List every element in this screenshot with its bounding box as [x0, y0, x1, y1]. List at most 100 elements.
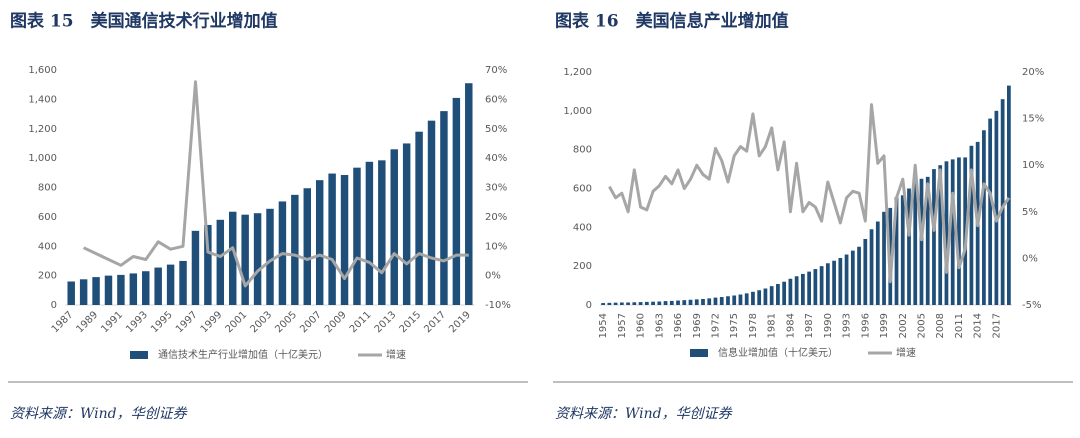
y2-tick-label: 50%: [485, 124, 507, 135]
bar: [682, 300, 687, 305]
growth-line: [82, 80, 469, 288]
bar: [216, 219, 225, 305]
y2-tick-label: 5%: [1022, 207, 1038, 218]
bar: [142, 271, 150, 305]
bar: [957, 157, 961, 305]
bar: [900, 195, 905, 305]
x-tick-label: 1997: [174, 309, 200, 335]
y-tick-label: 600: [38, 212, 57, 223]
x-tick-label: 1963: [654, 313, 665, 338]
bar: [913, 182, 918, 305]
bar: [751, 291, 755, 305]
legend-label: 增速: [896, 346, 916, 359]
x-tick-label: 2002: [898, 313, 909, 338]
bar: [794, 276, 799, 305]
x-tick-label: 1966: [673, 313, 684, 338]
bar: [67, 281, 75, 305]
bar: [166, 264, 175, 305]
legend-swatch: [130, 351, 148, 359]
y2-tick-label: 70%: [485, 65, 507, 76]
bar: [869, 229, 874, 305]
bar: [613, 302, 618, 305]
legend-label: 增速: [386, 348, 406, 361]
bar: [732, 295, 737, 305]
x-tick-label: 2014: [973, 313, 984, 338]
bar: [266, 208, 274, 305]
x-tick-label: 1975: [729, 313, 740, 338]
bar: [303, 188, 311, 305]
x-tick-label: 2003: [248, 309, 274, 335]
bar: [938, 165, 943, 305]
x-tick-label: 2019: [447, 309, 473, 335]
bar: [688, 299, 693, 305]
bar: [819, 266, 824, 305]
bar: [832, 260, 836, 305]
bar: [875, 221, 880, 305]
bar: [1000, 99, 1005, 305]
y-tick-label: 1,200: [563, 67, 592, 78]
y2-tick-label: 10%: [485, 241, 507, 252]
bar: [694, 299, 699, 305]
bar: [378, 160, 386, 305]
bar: [651, 301, 655, 305]
x-tick-label: 1954: [598, 313, 609, 338]
bar: [776, 284, 780, 305]
x-tick-label: 1989: [75, 309, 101, 335]
bar: [807, 271, 811, 305]
bar: [707, 298, 712, 305]
y-tick-label: 200: [38, 271, 57, 282]
y-tick-label: 1,000: [28, 153, 57, 164]
y-tick-label: 600: [573, 184, 592, 195]
bar: [427, 120, 436, 305]
x-tick-label: 1984: [785, 313, 796, 338]
bar: [241, 214, 249, 305]
x-tick-label: 1987: [804, 313, 815, 338]
bar: [994, 110, 999, 305]
x-tick-label: 1999: [199, 309, 225, 335]
bar: [932, 169, 936, 305]
x-tick-label: 2013: [373, 309, 399, 335]
x-tick-label: 2017: [991, 313, 1002, 338]
x-tick-label: 1991: [99, 309, 125, 335]
y2-tick-label: -5%: [1022, 300, 1041, 311]
y-tick-label: 1,600: [28, 65, 57, 76]
y-tick-label: 200: [573, 261, 592, 272]
bar: [813, 269, 818, 305]
bar: [850, 250, 855, 305]
bar: [1007, 85, 1011, 305]
x-tick-label: 2011: [348, 309, 374, 335]
bar: [619, 302, 624, 305]
bar: [328, 173, 336, 305]
y-tick-label: 400: [573, 222, 592, 233]
bar: [925, 176, 930, 305]
chart-title: 图表 16 美国信息产业增加值: [555, 11, 789, 32]
bar: [863, 238, 868, 305]
bar: [988, 118, 993, 305]
bar: [632, 302, 637, 305]
bar: [154, 267, 162, 305]
bar: [738, 294, 743, 305]
x-tick-label: 1978: [748, 313, 759, 338]
bar: [291, 194, 299, 305]
bar: [763, 288, 768, 305]
bar: [838, 258, 843, 305]
bar: [801, 273, 805, 305]
x-tick-label: 1993: [124, 309, 150, 335]
y-tick-label: 1,400: [28, 94, 57, 105]
bar: [415, 131, 423, 305]
source-note: 资料来源：Wind，华创证券: [555, 406, 733, 422]
chart-title: 图表 15 美国通信技术行业增加值: [10, 11, 278, 32]
y2-tick-label: 20%: [485, 212, 507, 223]
bar: [676, 300, 680, 305]
bar: [788, 278, 793, 305]
bar: [769, 286, 774, 305]
bar: [129, 273, 138, 305]
bar: [79, 279, 88, 305]
x-tick-label: 2011: [954, 313, 965, 338]
bar: [919, 178, 924, 305]
bar: [253, 213, 262, 305]
bar: [657, 301, 662, 305]
x-tick-label: 2017: [422, 309, 448, 335]
bar: [638, 302, 643, 305]
